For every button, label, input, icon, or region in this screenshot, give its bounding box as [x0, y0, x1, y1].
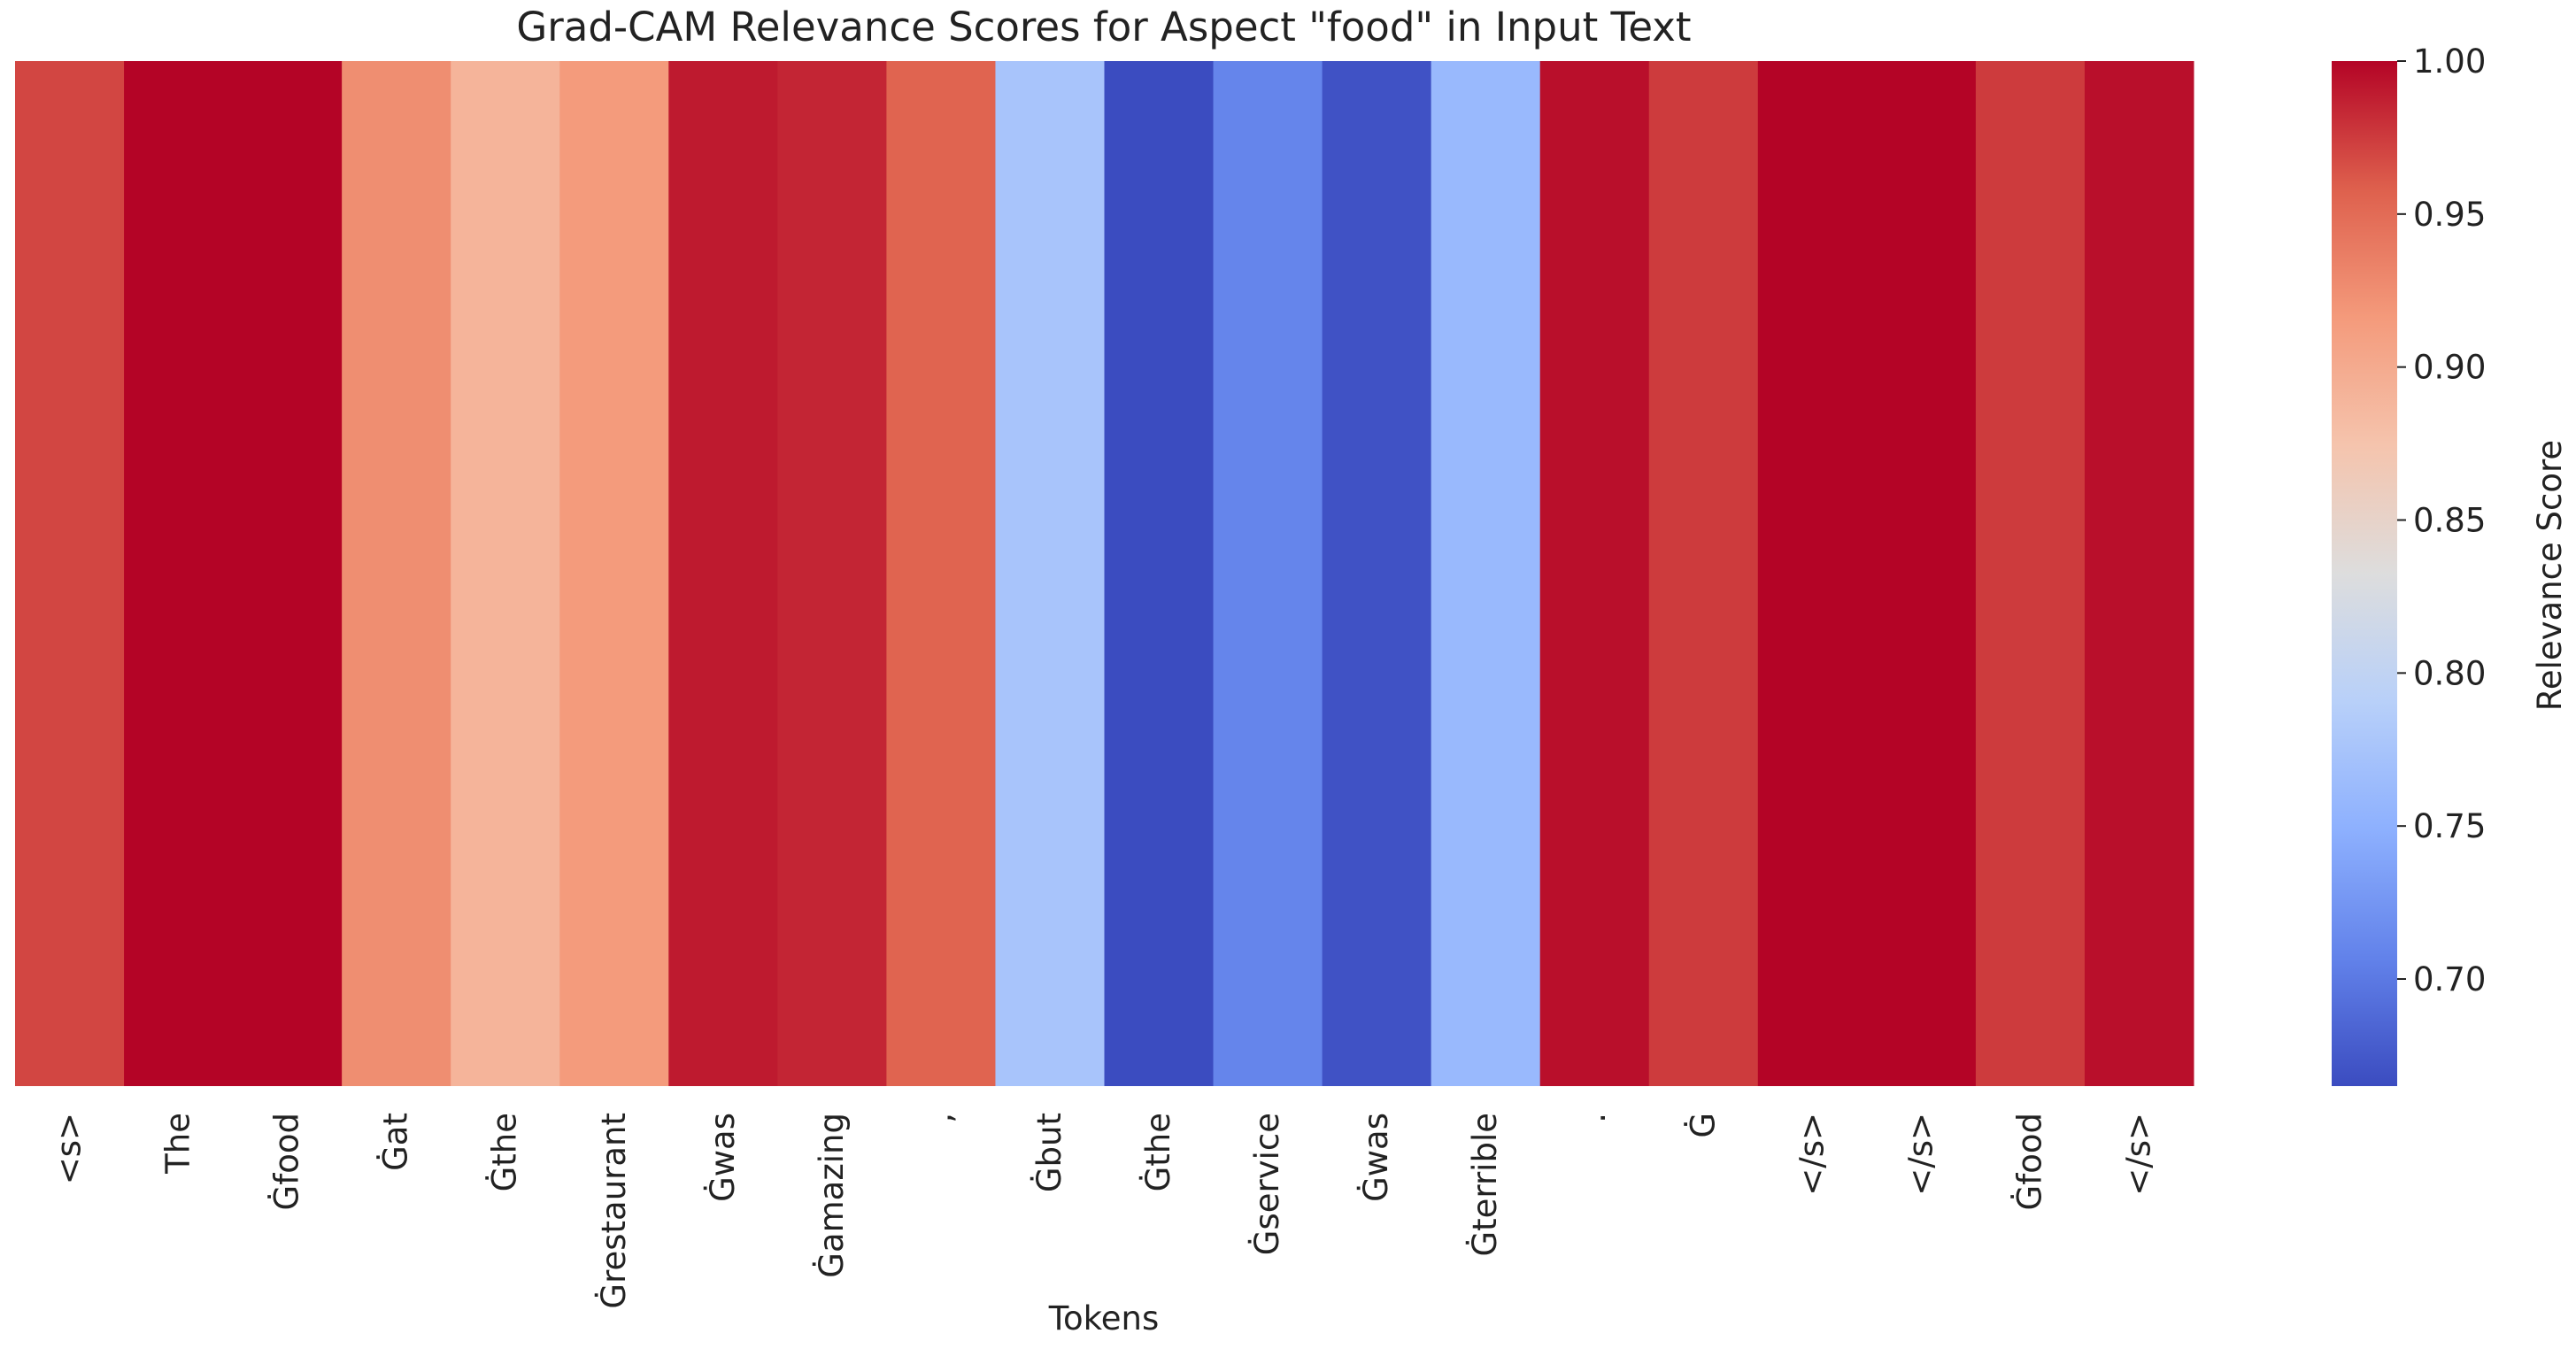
- x-tick-label: Ġterrible: [1466, 1113, 1504, 1257]
- heatmap-cell: [559, 61, 669, 1086]
- x-tick-label: Ġservice: [1248, 1113, 1286, 1255]
- x-tick-label: Ġat: [377, 1113, 415, 1171]
- heatmap-cell: [668, 61, 778, 1086]
- x-axis-label: Tokens: [1048, 1299, 1160, 1337]
- x-tick-label: <s>: [50, 1113, 89, 1184]
- x-tick-label: Ġwas: [704, 1113, 742, 1202]
- x-tick-label: Ġthe: [1139, 1113, 1177, 1191]
- x-tick-label: Ġfood: [268, 1113, 306, 1210]
- colorbar-tick-label: 0.80: [2413, 654, 2486, 692]
- colorbar-tick-label: 0.70: [2413, 960, 2486, 998]
- heatmap-cell: [1322, 61, 1432, 1086]
- x-tick-label: Ġwas: [1357, 1113, 1395, 1202]
- x-tick-label: Ġ: [1684, 1113, 1722, 1138]
- heatmap-cell: [995, 61, 1105, 1086]
- heatmap-cell: [1757, 61, 1868, 1086]
- heatmap-cell: [1866, 61, 1977, 1086]
- colorbar: [2332, 61, 2397, 1086]
- colorbar-tick-label: 0.90: [2413, 349, 2486, 387]
- chart-title: Grad-CAM Relevance Scores for Aspect "fo…: [516, 4, 1691, 50]
- heatmap-cell: [342, 61, 451, 1086]
- heatmap-cell: [1975, 61, 2086, 1086]
- heatmap-cell: [2084, 61, 2194, 1086]
- heatmap-cell: [124, 61, 234, 1086]
- x-tick-label: </s>: [1901, 1113, 1940, 1196]
- x-tick-label: </s>: [1793, 1113, 1831, 1196]
- x-tick-label: ,: [922, 1113, 960, 1123]
- colorbar-tick-label: 0.85: [2413, 502, 2486, 540]
- x-tick-label: Ġbut: [1030, 1113, 1068, 1192]
- x-tick-label: </s>: [2119, 1113, 2157, 1196]
- x-tick-label: Ġthe: [486, 1113, 524, 1191]
- x-tick-label: Ġfood: [2010, 1113, 2048, 1210]
- heatmap-cell: [777, 61, 887, 1086]
- heatmap-cell: [1648, 61, 1759, 1086]
- colorbar-tick-label: 0.75: [2413, 807, 2486, 845]
- heatmap-cell: [233, 61, 343, 1086]
- heatmap-cell: [1539, 61, 1650, 1086]
- x-tick-label: Ġrestaurant: [595, 1113, 633, 1309]
- heatmap-cell: [1213, 61, 1323, 1086]
- x-tick-label: .: [1575, 1113, 1613, 1123]
- x-tick-label: The: [159, 1113, 197, 1175]
- x-tick-label: Ġamazing: [813, 1113, 851, 1278]
- heatmap-cell: [886, 61, 996, 1086]
- colorbar-tick-label: 0.95: [2413, 196, 2486, 234]
- colorbar-tick-label: 1.00: [2413, 42, 2486, 81]
- heatmap-cell: [15, 61, 125, 1086]
- heatmap-cell: [1431, 61, 1541, 1086]
- colorbar-label: Relevance Score: [2531, 440, 2569, 711]
- heatmap-cell: [451, 61, 560, 1086]
- heatmap-cell: [1104, 61, 1215, 1086]
